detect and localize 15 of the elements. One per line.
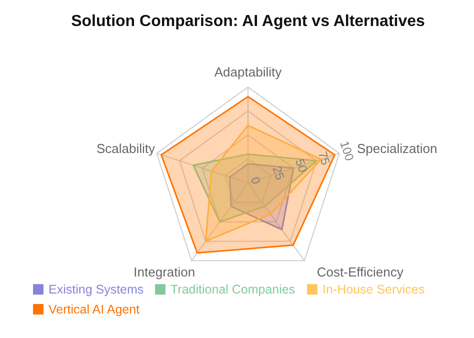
legend-label: Traditional Companies <box>170 282 296 296</box>
spoke-label: Adaptability <box>214 64 282 80</box>
legend-label: Vertical AI Agent <box>48 302 140 316</box>
spoke-label: Scalability <box>96 140 156 156</box>
spoke-label: Specialization <box>356 140 438 156</box>
spoke-label: Integration <box>134 264 196 280</box>
legend-label: Existing Systems <box>48 282 144 296</box>
y-tick-label: 100 <box>337 139 357 163</box>
y-tick-label: 0 <box>248 175 264 186</box>
legend-label: In-House Services <box>322 282 425 296</box>
y-tick-label: 50 <box>292 157 310 175</box>
spoke-label: Cost-Efficiency <box>316 264 404 280</box>
chart-title: Solution Comparison: AI Agent vs Alternatives <box>71 13 426 30</box>
y-tick-label: 25 <box>270 164 288 182</box>
y-tick-label: 75 <box>315 150 333 168</box>
